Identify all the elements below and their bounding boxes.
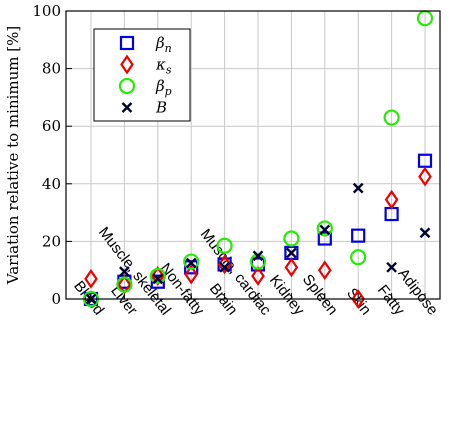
plot-frame [65, 10, 441, 300]
data-point-circle [183, 253, 200, 270]
data-point-circle [149, 267, 166, 285]
data-point-diamond [418, 166, 432, 187]
legend-marker-square [119, 35, 135, 51]
data-point-diamond [384, 189, 399, 210]
data-point-square [351, 228, 366, 243]
data-point-diamond [217, 254, 232, 275]
data-point-circle [383, 109, 400, 126]
data-point-x [319, 224, 331, 236]
data-point-x [119, 266, 130, 277]
y-tick-label: 60 [42, 117, 61, 135]
data-point-square [150, 274, 165, 289]
data-point-circle [316, 220, 333, 237]
data-point-x [152, 273, 164, 285]
data-point-diamond [184, 264, 199, 285]
legend-label: βp [155, 77, 172, 98]
legend-marker-diamond [120, 54, 134, 75]
data-point-diamond [284, 257, 299, 278]
data-point-square [317, 231, 332, 246]
x-tick-label: Fatty [374, 282, 408, 319]
data-point-circle [216, 237, 233, 254]
y-tick-label: 0 [51, 290, 61, 308]
data-point-circle [350, 249, 367, 266]
data-point-circle [116, 276, 133, 293]
data-point-diamond [251, 266, 265, 286]
legend-label-subscript: s [166, 64, 172, 77]
data-point-x [352, 182, 364, 194]
legend-label: B [155, 99, 167, 117]
legend-label-subscript: n [165, 42, 172, 55]
data-point-x [252, 250, 264, 262]
y-tick-label: 40 [42, 175, 61, 193]
x-tick-label: Spleen [299, 271, 341, 318]
legend-label-base: κ [155, 56, 166, 74]
data-point-circle [283, 230, 300, 247]
data-point-x [386, 261, 397, 273]
legend-label: βn [155, 34, 172, 55]
legend-label-base: B [155, 99, 167, 117]
data-point-x [419, 227, 431, 239]
data-point-diamond [317, 260, 332, 281]
legend-marker-circle [118, 77, 136, 95]
legend-box [93, 28, 191, 122]
data-point-diamond [351, 289, 366, 309]
y-axis-label: Variation relative to minimum [%] [4, 26, 22, 285]
legend-label-base: β [155, 77, 165, 95]
y-tick-label: 100 [32, 2, 61, 20]
y-ticks: 0 20 40 60 80 100 [32, 2, 426, 308]
data-point-x [219, 261, 230, 273]
data-point-diamond [84, 268, 98, 289]
legend-label-subscript: p [165, 85, 172, 98]
data-point-x [286, 247, 297, 259]
y-tick-label: 20 [42, 232, 61, 250]
legend-label-base: β [155, 34, 165, 52]
data-point-x [185, 257, 197, 269]
legend-label: κs [155, 56, 172, 77]
legend-marker-x [121, 102, 133, 113]
data-markers [82, 10, 434, 309]
y-tick-label: 80 [42, 60, 61, 78]
